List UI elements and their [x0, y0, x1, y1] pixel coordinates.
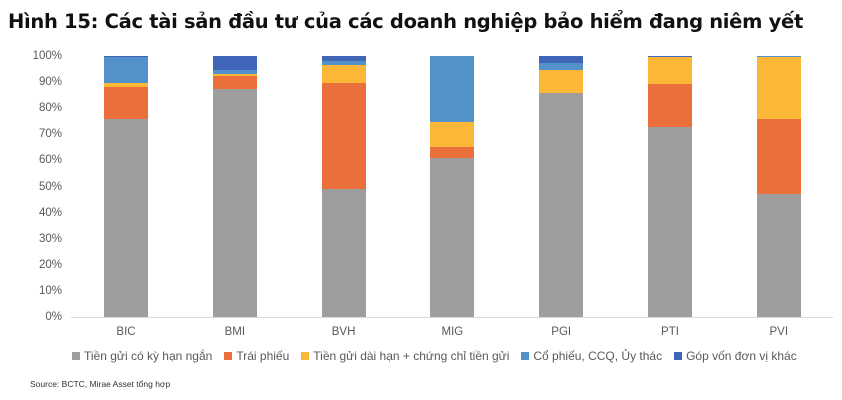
bar-segment [756, 57, 801, 119]
legend-label: Cổ phiếu, CCQ, Ủy thác [533, 349, 663, 363]
y-tick-label: 70% [38, 128, 62, 141]
x-tick-label: BIC [116, 326, 136, 338]
legend-item: Góp vốn đơn vị khác [674, 349, 797, 363]
chart-title: Hình 15: Các tài sản đầu tư của các doan… [8, 10, 803, 33]
legend-swatch-icon [72, 352, 80, 360]
y-tick-label: 60% [38, 154, 62, 167]
bar-segment [756, 56, 801, 58]
legend-label: Tiền gửi có kỳ hạn ngắn [84, 349, 213, 363]
bar-bmi [212, 56, 257, 317]
x-tick-label: BMI [224, 326, 246, 338]
bar-pti [648, 56, 692, 317]
x-tick-label: BVH [331, 326, 356, 338]
bar-segment [539, 93, 584, 317]
bar-pvi [756, 56, 801, 317]
bar-segment [321, 82, 366, 190]
bar-segment [430, 157, 475, 317]
bar-segment [212, 56, 257, 71]
bar-segment [104, 56, 148, 58]
bar-segment [539, 56, 584, 64]
chart-legend: Tiền gửi có kỳ hạn ngắn Trái phiếu Tiền gử… [72, 349, 797, 363]
bar-segment [104, 57, 148, 84]
bar-mig [430, 56, 475, 317]
y-tick-label: 90% [38, 76, 62, 89]
chart-plot-area: 0% 10% 20% 30% 40% 50% 60% 70% 80% 90% 100% BIC BMI B… [32, 50, 833, 338]
x-tick-label: PVI [769, 326, 789, 338]
bar-segment [321, 189, 366, 317]
bar-segment [212, 74, 257, 76]
legend-item: Trái phiếu [224, 349, 289, 363]
y-tick-label: 40% [38, 206, 62, 219]
legend-item: Cổ phiếu, CCQ, Ủy thác [521, 349, 662, 363]
bar-segment [430, 56, 475, 123]
legend-item: Tiền gửi dài hạn + chứng chỉ tiền gửi [301, 349, 509, 363]
legend-swatch-icon [674, 352, 683, 360]
legend-swatch-icon [521, 352, 530, 360]
y-tick-label: 10% [38, 284, 62, 297]
bar-segment [648, 56, 692, 58]
legend-swatch-icon [224, 352, 233, 360]
x-tick-label: PTI [661, 326, 679, 338]
y-tick-label: 30% [38, 232, 62, 245]
legend-label: Góp vốn đơn vị khác [686, 349, 797, 363]
bar-segment [648, 127, 692, 317]
legend-swatch-icon [301, 352, 310, 360]
bar-segment [321, 56, 366, 61]
bar-pgi [539, 56, 584, 317]
bar-segment [430, 122, 475, 148]
legend-item: Tiền gửi có kỳ hạn ngắn [72, 349, 212, 363]
bar-segment [756, 118, 801, 194]
x-tick-label: MIG [441, 326, 464, 338]
legend-label: Tiền gửi dài hạn + chứng chỉ tiền gửi [313, 349, 510, 363]
bar-segment [212, 70, 257, 75]
x-axis-line [71, 317, 833, 318]
bar-bvh [321, 56, 366, 317]
bar-segment [539, 69, 584, 94]
bar-segment [104, 118, 148, 317]
bar-segment [321, 60, 366, 66]
y-tick-label: 20% [38, 258, 62, 271]
bar-segment [648, 83, 692, 127]
x-tick-label: PGI [551, 326, 572, 338]
bar-segment [212, 75, 257, 89]
bar-segment [104, 86, 148, 119]
y-tick-label: 0% [45, 311, 62, 323]
bar-segment [648, 57, 692, 84]
bar-segment [430, 147, 475, 158]
y-tick-label: 50% [38, 180, 62, 193]
y-tick-label: 80% [38, 102, 62, 115]
bar-segment [321, 65, 366, 83]
source-note: Source: BCTC, Mirae Asset tổng hợp [30, 379, 171, 389]
bar-bic [104, 56, 148, 317]
y-tick-label: 100% [32, 50, 62, 62]
bar-segment [212, 88, 257, 317]
legend-label: Trái phiếu [236, 349, 290, 363]
bar-segment [539, 63, 584, 70]
bar-segment [104, 83, 148, 87]
bar-segment [756, 193, 801, 317]
